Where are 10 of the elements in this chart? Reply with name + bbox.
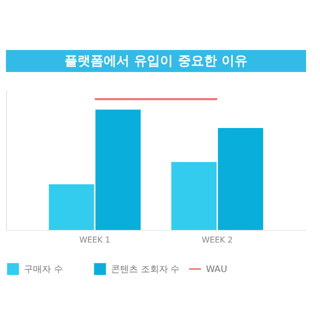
chart-title: 플랫폼에서 유입이 중요한 이유: [64, 54, 248, 69]
x-tick-label: WEEK 1: [79, 236, 110, 244]
bar: [171, 162, 217, 230]
legend-label: WAU: [206, 265, 228, 275]
x-tick-label: WEEK 2: [202, 236, 233, 244]
bar: [48, 184, 94, 230]
bar: [218, 128, 264, 230]
legend-label: 콘텐츠 조회자 수: [111, 265, 180, 276]
bar: [95, 110, 141, 230]
legend-label: 구매자 수: [24, 265, 63, 276]
